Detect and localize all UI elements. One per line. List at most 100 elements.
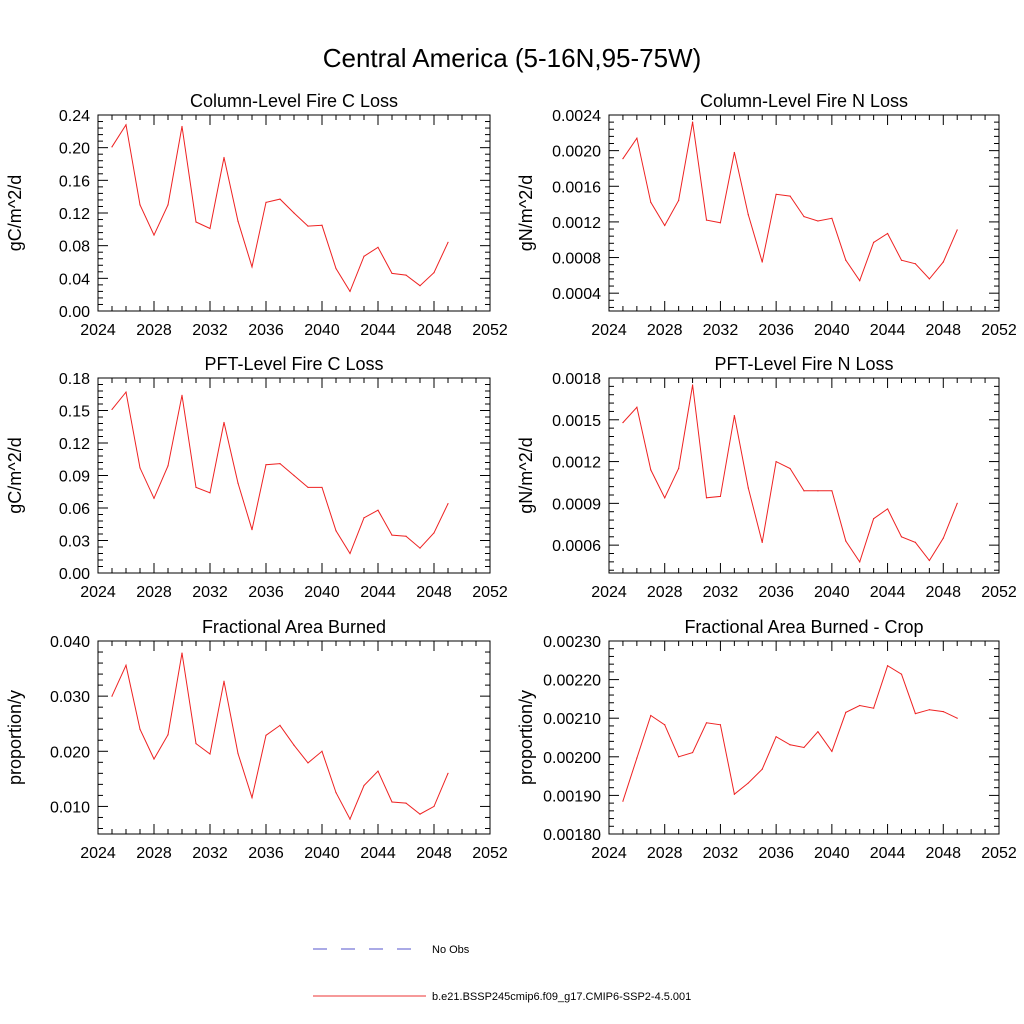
data-point [859,561,861,563]
data-point [251,266,253,268]
chart-column-level-fire-c-loss: Column-Level Fire C Loss gC/m^2/d 2024 2028… [5,91,508,339]
data-point [125,124,127,126]
data-point [942,711,944,713]
data-point [167,465,169,467]
data-point [942,261,944,263]
data-point [111,408,113,411]
data-point [251,797,253,799]
data-point [733,415,735,417]
data-point [691,121,694,123]
data-point [942,537,944,539]
data-point [803,215,805,218]
y-tick-label: 0.0024 [552,108,601,125]
y-tick-label: 0.0018 [552,371,601,388]
data-point [775,193,777,195]
data-point [195,486,197,489]
x-tick-label: 2036 [758,584,794,601]
x-tick-label: 2028 [647,322,683,339]
data-point [775,736,777,738]
y-tick-label: 0.06 [59,501,90,518]
y-tick-label: 0.0006 [552,538,601,555]
y-tick-label: 0.0012 [552,455,601,472]
data-point [761,261,763,263]
data-point [678,756,680,758]
data-point [405,535,407,537]
data-point [650,201,652,203]
data-point [636,406,638,408]
data-point [279,198,281,200]
y-tick-label: 0.0012 [552,215,601,232]
chart-title: Fractional Area Burned [202,617,386,637]
chart-title: PFT-Level Fire N Loss [714,354,893,374]
data-point [349,552,351,555]
y-tick-label: 0.0009 [552,496,601,513]
data-point [789,467,791,470]
x-tick-label: 2024 [80,845,116,862]
data-point [195,221,197,223]
data-point [377,246,379,248]
data-point [181,652,183,654]
x-tick-label: 2052 [472,584,508,601]
y-tick-label: 0.00190 [543,788,601,805]
data-point [433,805,435,808]
data-point [886,665,889,667]
data-point [719,495,722,497]
y-axis-label: gN/m^2/d [516,437,536,513]
y-tick-label: 0.16 [59,173,90,190]
series-line [622,664,958,802]
data-point [447,503,449,505]
data-point [914,541,917,543]
data-point [433,532,435,534]
series-line [622,122,958,282]
data-point [237,482,239,484]
data-point [845,540,847,542]
y-tick-label: 0.00230 [543,634,601,651]
y-tick-label: 0.00210 [543,711,601,728]
data-point [447,241,449,243]
data-point [636,757,638,759]
chart-title: Column-Level Fire C Loss [190,91,398,111]
data-point [419,285,421,287]
x-tick-label: 2044 [870,322,906,339]
data-point [817,490,819,492]
x-tick-label: 2036 [248,584,284,601]
x-tick-label: 2024 [591,584,627,601]
x-tick-label: 2028 [136,845,172,862]
y-axis-label: proportion/y [5,690,25,785]
y-tick-label: 0.04 [59,271,90,288]
x-tick-label: 2036 [758,322,794,339]
y-tick-label: 0.0008 [552,251,601,268]
y-tick-label: 0.00180 [543,827,601,844]
data-point [747,487,749,489]
data-point [209,753,211,755]
y-tick-label: 0.12 [59,206,90,223]
data-point [153,758,155,760]
y-axis-label: gC/m^2/d [5,175,25,251]
data-point [265,201,267,203]
data-point [705,497,708,499]
data-point [928,709,930,711]
data-point [377,509,379,511]
x-tick-label: 2040 [814,845,850,862]
data-point [391,801,393,803]
data-point [293,212,295,214]
data-point [307,225,309,227]
data-point [636,137,638,139]
data-point [363,255,365,257]
data-point [873,518,875,520]
legend-label-no-obs: No Obs [432,944,470,956]
x-tick-label: 2044 [360,584,396,601]
plot-frame [97,640,491,835]
data-point [335,530,337,532]
data-point [928,559,930,562]
data-point [265,464,267,466]
data-point [831,490,833,492]
data-point [139,728,141,730]
data-point [859,280,861,282]
data-point [195,742,197,745]
x-tick-label: 2052 [472,845,508,862]
y-tick-label: 0.00 [59,304,90,321]
x-tick-label: 2040 [304,845,340,862]
x-tick-label: 2048 [416,322,452,339]
data-point [139,204,141,206]
